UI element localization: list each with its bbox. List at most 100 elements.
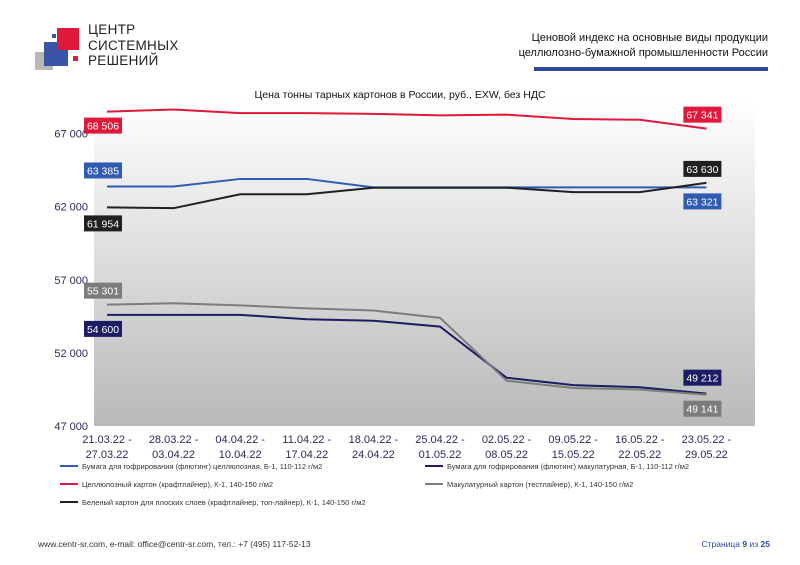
data-label-box <box>84 282 122 299</box>
data-label: 55 301 <box>87 286 119 298</box>
data-point <box>706 128 708 130</box>
data-point <box>106 111 108 113</box>
data-point <box>639 119 641 121</box>
data-point <box>506 380 508 382</box>
data-point <box>373 113 375 115</box>
page-current: 9 <box>742 539 748 549</box>
data-point <box>506 114 508 116</box>
data-point <box>173 186 175 188</box>
chart-title: Цена тонны тарных картонов в России, руб… <box>254 89 546 101</box>
x-tick-label: 08.05.22 <box>485 449 528 461</box>
x-tick-label: 29.05.22 <box>685 449 728 461</box>
x-tick-label: 09.05.22 - <box>548 434 598 446</box>
x-tick-label: 03.04.22 <box>152 449 195 461</box>
data-point <box>106 304 108 306</box>
series-line <box>106 181 707 210</box>
data-point <box>106 314 108 316</box>
page-prefix: Страница <box>701 539 741 549</box>
data-point <box>639 389 641 391</box>
report-title: Ценовой индекс на основные виды продукци… <box>519 31 768 61</box>
data-point <box>239 314 241 316</box>
x-tick-label: 28.03.22 - <box>149 434 199 446</box>
data-point <box>173 314 175 316</box>
data-point <box>706 394 708 396</box>
x-tick-label: 10.04.22 <box>219 449 262 461</box>
y-tick-label: 52 000 <box>54 348 88 360</box>
report-title-line-1: Ценовой индекс на основные виды продукци… <box>531 32 768 44</box>
data-point <box>572 387 574 389</box>
legend-label: Макулатурный картон (тестлайнер), К-1, 1… <box>447 480 633 489</box>
data-point <box>506 377 508 379</box>
data-label-box <box>84 320 122 337</box>
data-label: 63 630 <box>686 164 718 176</box>
data-point <box>639 191 641 193</box>
data-point <box>106 186 108 188</box>
data-point <box>106 207 108 209</box>
data-label: 49 141 <box>686 404 718 416</box>
logo-square-small-blue <box>52 34 56 38</box>
data-label-box <box>84 215 122 232</box>
data-point <box>306 318 308 320</box>
data-label-box <box>683 106 722 123</box>
data-point <box>572 118 574 120</box>
data-point <box>239 305 241 307</box>
x-tick-label: 01.05.22 <box>419 449 462 461</box>
data-point <box>173 302 175 304</box>
data-point <box>173 207 175 209</box>
x-tick-label: 22.05.22 <box>618 449 661 461</box>
x-tick-label: 11.04.22 - <box>282 434 331 446</box>
series-line <box>106 108 707 130</box>
x-tick-label: 18.04.22 - <box>349 434 399 446</box>
x-tick-label: 27.03.22 <box>86 449 129 461</box>
data-point <box>373 187 375 189</box>
y-tick-label: 67 000 <box>54 129 88 141</box>
legend-label: Бумага для гофрирования (флютинг) целлюл… <box>82 462 322 471</box>
data-label-box <box>683 369 722 386</box>
data-label-box <box>683 400 722 417</box>
data-label-box <box>84 117 122 134</box>
data-label: 54 600 <box>87 324 119 336</box>
data-point <box>706 182 708 184</box>
data-point <box>439 187 441 189</box>
brand-name: ЦЕНТР СИСТЕМНЫХ РЕШЕНИЙ <box>88 22 179 69</box>
page-total: 25 <box>760 539 770 549</box>
y-tick-label: 47 000 <box>54 421 88 433</box>
data-point <box>306 178 308 180</box>
data-point <box>639 386 641 388</box>
data-point <box>439 115 441 117</box>
data-point <box>373 310 375 312</box>
data-point <box>239 178 241 180</box>
data-point <box>373 320 375 322</box>
footer-contacts: www.centr-sr.com, e-mail: office@centr-s… <box>38 539 311 549</box>
data-point <box>306 308 308 310</box>
x-tick-label: 25.04.22 - <box>415 434 465 446</box>
data-point <box>239 112 241 114</box>
x-tick-label: 24.04.22 <box>352 449 395 461</box>
data-label: 63 321 <box>686 196 718 208</box>
data-point <box>173 109 175 111</box>
header-rule <box>534 67 768 71</box>
data-label: 49 212 <box>686 373 718 385</box>
x-tick-label: 15.05.22 <box>552 449 595 461</box>
price-chart: 47 000 52 000 57 000 62 000 67 000 21.03.22 -… <box>54 100 755 507</box>
legend-label: Бумага для гофрирования (флютинг) макула… <box>447 462 689 471</box>
data-point <box>239 193 241 195</box>
legend-label: Беленый картон для плоских слоев (крафтл… <box>82 498 366 507</box>
plot-area <box>94 100 755 426</box>
data-label-box <box>84 162 122 179</box>
logo-square-small-red <box>73 56 78 61</box>
data-point <box>506 187 508 189</box>
data-point <box>572 384 574 386</box>
brand-line-3: РЕШЕНИЙ <box>88 53 159 68</box>
series-line <box>107 313 707 395</box>
y-tick-label: 57 000 <box>54 275 88 287</box>
data-label: 67 341 <box>686 110 718 122</box>
data-label: 61 954 <box>87 218 119 230</box>
x-tick-label: 02.05.22 - <box>482 434 532 446</box>
logo-square-red <box>57 28 79 50</box>
page-counter: Страница 9 из 25 <box>701 539 770 549</box>
data-point <box>439 326 441 328</box>
data-point <box>572 187 574 189</box>
data-label-box <box>683 193 722 210</box>
series-line <box>106 302 707 396</box>
